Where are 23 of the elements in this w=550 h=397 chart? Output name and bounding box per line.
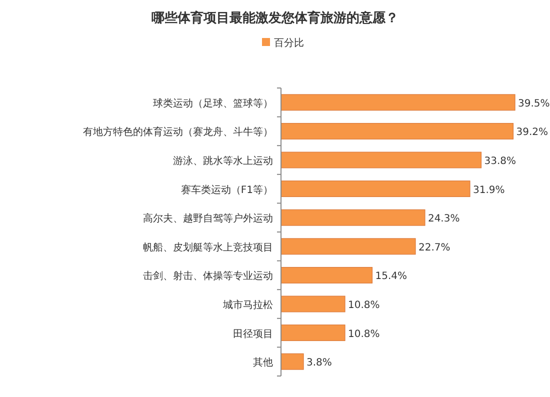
data-label: 22.7% xyxy=(418,242,450,254)
chart-title: 哪些体育项目最能激发您体育旅游的意愿？ xyxy=(152,10,398,26)
data-label: 24.3% xyxy=(428,214,460,225)
y-tick-label: 田径项目 xyxy=(233,328,273,340)
y-tick-label: 其他 xyxy=(253,356,273,369)
data-label: 10.8% xyxy=(348,328,380,340)
data-label: 10.8% xyxy=(348,300,380,311)
legend: 百分比 xyxy=(262,38,304,49)
data-label: 31.9% xyxy=(472,184,505,196)
y-tick-label: 赛车类运动（F1等） xyxy=(180,184,273,196)
y-tick-label: 击剑、射击、体操等专业运动 xyxy=(143,270,273,282)
data-label: 3.8% xyxy=(306,358,332,369)
y-tick-label: 有地方特色的体育运动（赛龙舟、斗牛等） xyxy=(83,126,273,138)
y-tick-label: 游泳、跳水等水上运动 xyxy=(173,155,273,167)
data-label: 33.8% xyxy=(484,156,516,167)
y-tick-label: 球类运动（足球、篮球等） xyxy=(153,97,273,110)
data-label: 39.5% xyxy=(518,98,550,110)
y-tick-label: 城市马拉松 xyxy=(222,299,273,311)
legend-label: 百分比 xyxy=(274,37,304,49)
data-label: 39.2% xyxy=(516,127,548,138)
y-tick-label: 高尔夫、越野自驾等户外运动 xyxy=(143,212,273,225)
y-tick-label: 帆船、皮划艇等水上竞技项目 xyxy=(143,241,273,254)
data-label: 15.4% xyxy=(375,271,408,282)
